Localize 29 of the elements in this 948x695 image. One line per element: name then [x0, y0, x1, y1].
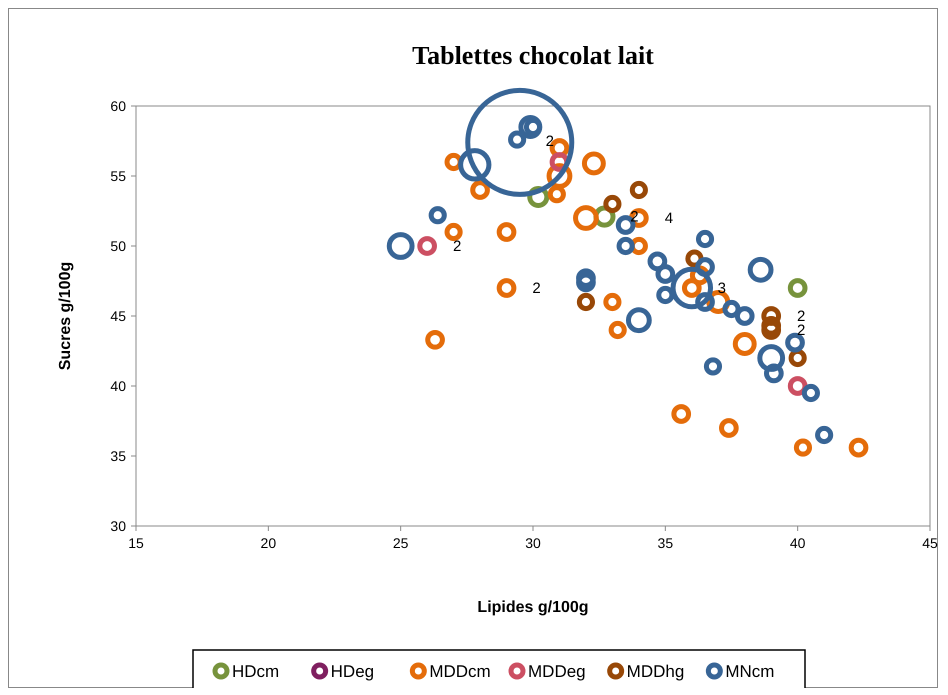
chart-title: Tablettes chocolat lait [412, 41, 654, 70]
x-tick-label: 25 [392, 535, 409, 551]
legend-label: HDeg [330, 662, 374, 681]
legend-label: MDDeg [528, 662, 586, 681]
y-tick-label: 30 [110, 518, 126, 534]
y-tick-label: 45 [110, 308, 126, 324]
annotation: 4 [664, 210, 674, 227]
annotation: 2 [452, 238, 462, 255]
y-tick-label: 60 [110, 98, 126, 114]
legend-label: MNcm [725, 662, 774, 681]
y-tick-label: 55 [110, 168, 126, 184]
x-axis-title: Lipides g/100g [477, 599, 589, 616]
x-tick-label: 30 [525, 535, 541, 551]
x-tick-label: 15 [128, 535, 144, 551]
y-tick-label: 40 [110, 378, 126, 394]
x-tick-label: 40 [790, 535, 806, 551]
annotation: 2 [532, 280, 541, 297]
annotation: 2 [546, 133, 554, 150]
x-tick-label: 45 [922, 535, 938, 551]
legend-label: MDDcm [429, 662, 491, 681]
y-tick-label: 50 [110, 238, 126, 254]
y-tick-label: 35 [110, 448, 126, 464]
y-axis-title: Sucres g/100g [57, 262, 74, 370]
legend-label: MDDhg [626, 662, 684, 681]
x-tick-label: 20 [260, 535, 276, 551]
legend-label: HDcm [232, 662, 280, 681]
annotation: 2 [797, 322, 806, 339]
x-tick-label: 35 [658, 535, 674, 551]
annotation: 2 [797, 308, 806, 325]
